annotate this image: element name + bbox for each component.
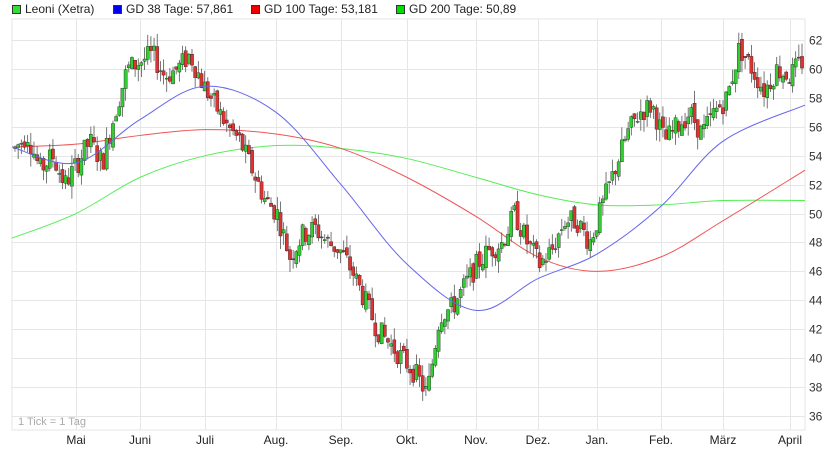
legend-label: Leoni (Xetra) — [25, 2, 95, 16]
y-tick-label: 36 — [809, 410, 823, 424]
legend-swatch-leoni — [12, 4, 21, 14]
gd100-line — [11, 129, 806, 272]
legend-item-gd200: GD 200 Tage: 50,89 — [396, 0, 516, 18]
gd38-line — [11, 85, 806, 311]
legend-label: GD 38 Tage: 57,861 — [126, 2, 234, 16]
x-tick-label: Aug. — [264, 433, 289, 447]
y-tick-label: 46 — [809, 265, 823, 279]
legend-item-gd38: GD 38 Tage: 57,861 — [113, 0, 233, 18]
y-tick-label: 38 — [809, 381, 823, 395]
y-tick-label: 42 — [809, 323, 823, 337]
chart-legend: Leoni (Xetra) GD 38 Tage: 57,861 GD 100 … — [0, 0, 840, 18]
x-tick-label: März — [710, 433, 737, 447]
candles — [13, 32, 804, 401]
y-tick-label: 60 — [809, 63, 823, 77]
y-tick-label: 52 — [809, 179, 823, 193]
y-tick-label: 48 — [809, 236, 823, 250]
legend-label: GD 100 Tage: 53,181 — [264, 2, 378, 16]
y-tick-label: 50 — [809, 208, 823, 222]
x-tick-label: Okt. — [396, 433, 418, 447]
x-tick-label: Jan. — [586, 433, 609, 447]
gd200-line — [11, 144, 806, 239]
x-tick-label: Sep. — [329, 433, 354, 447]
x-tick-label: Juni — [129, 433, 151, 447]
y-tick-label: 56 — [809, 121, 823, 135]
legend-swatch-gd100 — [251, 4, 260, 14]
x-tick-label: Feb. — [649, 433, 673, 447]
y-tick-label: 62 — [809, 34, 823, 48]
legend-label: GD 200 Tage: 50,89 — [409, 2, 517, 16]
y-tick-label: 58 — [809, 92, 823, 106]
x-tick-label: Juli — [196, 433, 214, 447]
tick-footnote: 1 Tick = 1 Tag — [18, 416, 86, 428]
y-tick-label: 44 — [809, 294, 823, 308]
x-axis: Mai Juni Juli Aug. Sep. Okt. Nov. Dez. Jan. Feb. M… — [66, 433, 802, 447]
legend-item-leoni: Leoni (Xetra) — [12, 0, 94, 18]
y-axis: 36 38 40 42 44 46 48 50 52 54 56 58 60 62 — [809, 34, 823, 424]
legend-swatch-gd200 — [396, 4, 405, 14]
x-tick-label: April — [778, 433, 802, 447]
x-tick-label: Nov. — [464, 433, 488, 447]
y-tick-label: 40 — [809, 352, 823, 366]
x-tick-label: Dez. — [526, 433, 551, 447]
legend-item-gd100: GD 100 Tage: 53,181 — [251, 0, 378, 18]
y-tick-label: 54 — [809, 150, 823, 164]
legend-swatch-gd38 — [113, 4, 122, 14]
x-tick-label: Mai — [66, 433, 85, 447]
grid-lines — [11, 18, 806, 431]
